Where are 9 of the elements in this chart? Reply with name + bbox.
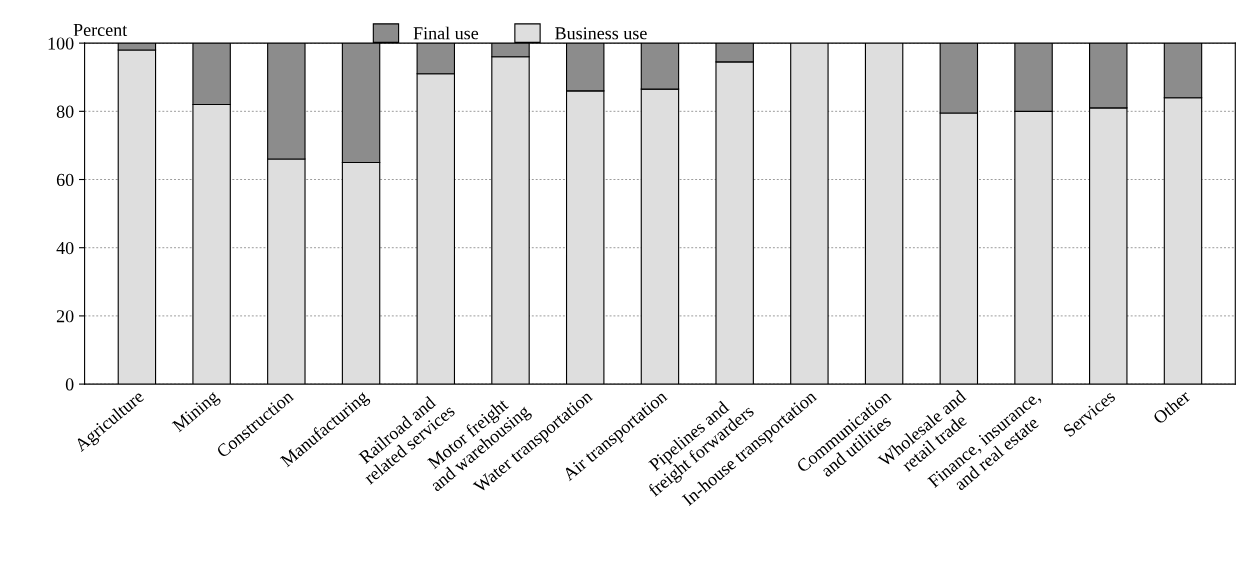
y-tick-label: 40 xyxy=(56,241,74,255)
y-tick-label: 20 xyxy=(56,310,74,323)
y-tick-label: 80 xyxy=(56,105,74,118)
legend-label: Final use xyxy=(413,26,479,40)
y-tick-label: 0 xyxy=(65,378,74,391)
legend-label: Business use xyxy=(555,27,647,40)
y-tick-label: 60 xyxy=(56,173,74,186)
y-tick-label: 100 xyxy=(48,37,74,50)
y-axis-title: Percent xyxy=(73,24,128,37)
